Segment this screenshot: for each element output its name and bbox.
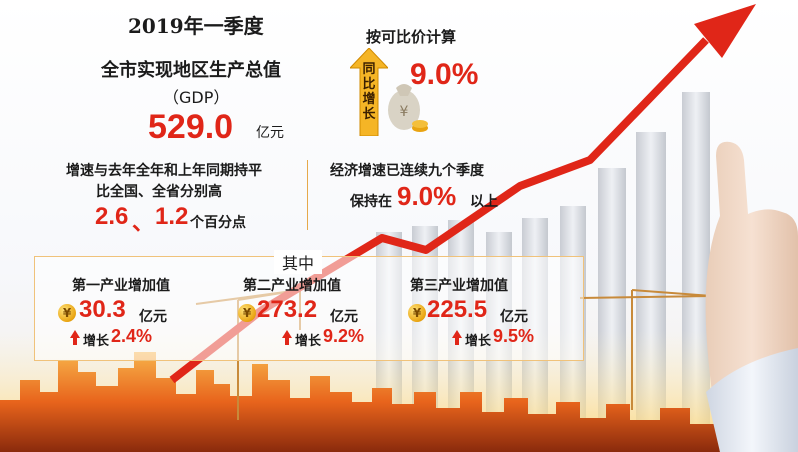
compare-line-2: 比全国、全省分别高	[96, 184, 222, 200]
growth-arrow-tag	[350, 48, 388, 136]
sector-1-title: 第一产业增加值	[72, 278, 170, 294]
sector-1-growth-prefix: 增长	[83, 334, 110, 349]
up-arrow-icon	[70, 330, 80, 345]
coin-icon: ¥	[58, 304, 76, 322]
compare-unit: 个百分点	[190, 215, 246, 231]
svg-text:¥: ¥	[400, 104, 409, 120]
sector-2-title: 第二产业增加值	[243, 278, 341, 294]
hand-illustration	[705, 141, 798, 452]
coin-icon: ¥	[238, 304, 256, 322]
streak-line-1: 经济增速已连续九个季度	[330, 163, 484, 179]
streak-suffix: 以上	[470, 194, 498, 210]
coin-icon: ¥	[408, 304, 426, 322]
compare-value-b: 1.2	[155, 203, 189, 230]
sector-2-growth-prefix: 增长	[295, 334, 322, 349]
breakdown-label: 其中	[274, 250, 323, 274]
sector-1-value: 30.3	[79, 296, 126, 323]
calc-note: 按可比价计算	[366, 28, 457, 46]
sector-3-growth: 9.5%	[493, 326, 535, 346]
streak-prefix: 保持在	[350, 194, 392, 210]
sector-1-unit: 亿元	[139, 309, 167, 325]
up-arrow-icon	[282, 330, 292, 345]
page-title: 2019年一季度	[128, 14, 264, 38]
streak-value: 9.0%	[397, 181, 457, 211]
compare-value-a: 2.6	[95, 203, 129, 230]
compare-line-1: 增速与去年全年和上年同期持平	[66, 163, 262, 179]
divider	[307, 160, 308, 230]
growth-vertical-label: 同比增长	[362, 62, 376, 122]
gdp-paren-label: （GDP）	[163, 88, 230, 107]
sector-1-growth: 2.4%	[111, 326, 153, 346]
city-skyline	[0, 352, 720, 452]
gdp-subtitle: 全市实现地区生产总值	[101, 60, 281, 81]
growth-rate: 9.0%	[410, 58, 479, 91]
gdp-unit: 亿元	[256, 125, 284, 141]
up-arrow-icon	[452, 330, 462, 345]
sector-3-unit: 亿元	[500, 309, 528, 325]
compare-separator: 、	[132, 210, 155, 235]
sector-2-growth: 9.2%	[323, 326, 365, 346]
money-bag-icon: ¥	[388, 84, 428, 132]
sector-2-value: 273.2	[257, 296, 318, 323]
sector-3-title: 第三产业增加值	[410, 278, 508, 294]
gdp-value: 529.0	[148, 108, 234, 146]
sector-2-unit: 亿元	[330, 309, 358, 325]
sector-3-value: 225.5	[427, 296, 488, 323]
sector-3-growth-prefix: 增长	[465, 334, 492, 349]
